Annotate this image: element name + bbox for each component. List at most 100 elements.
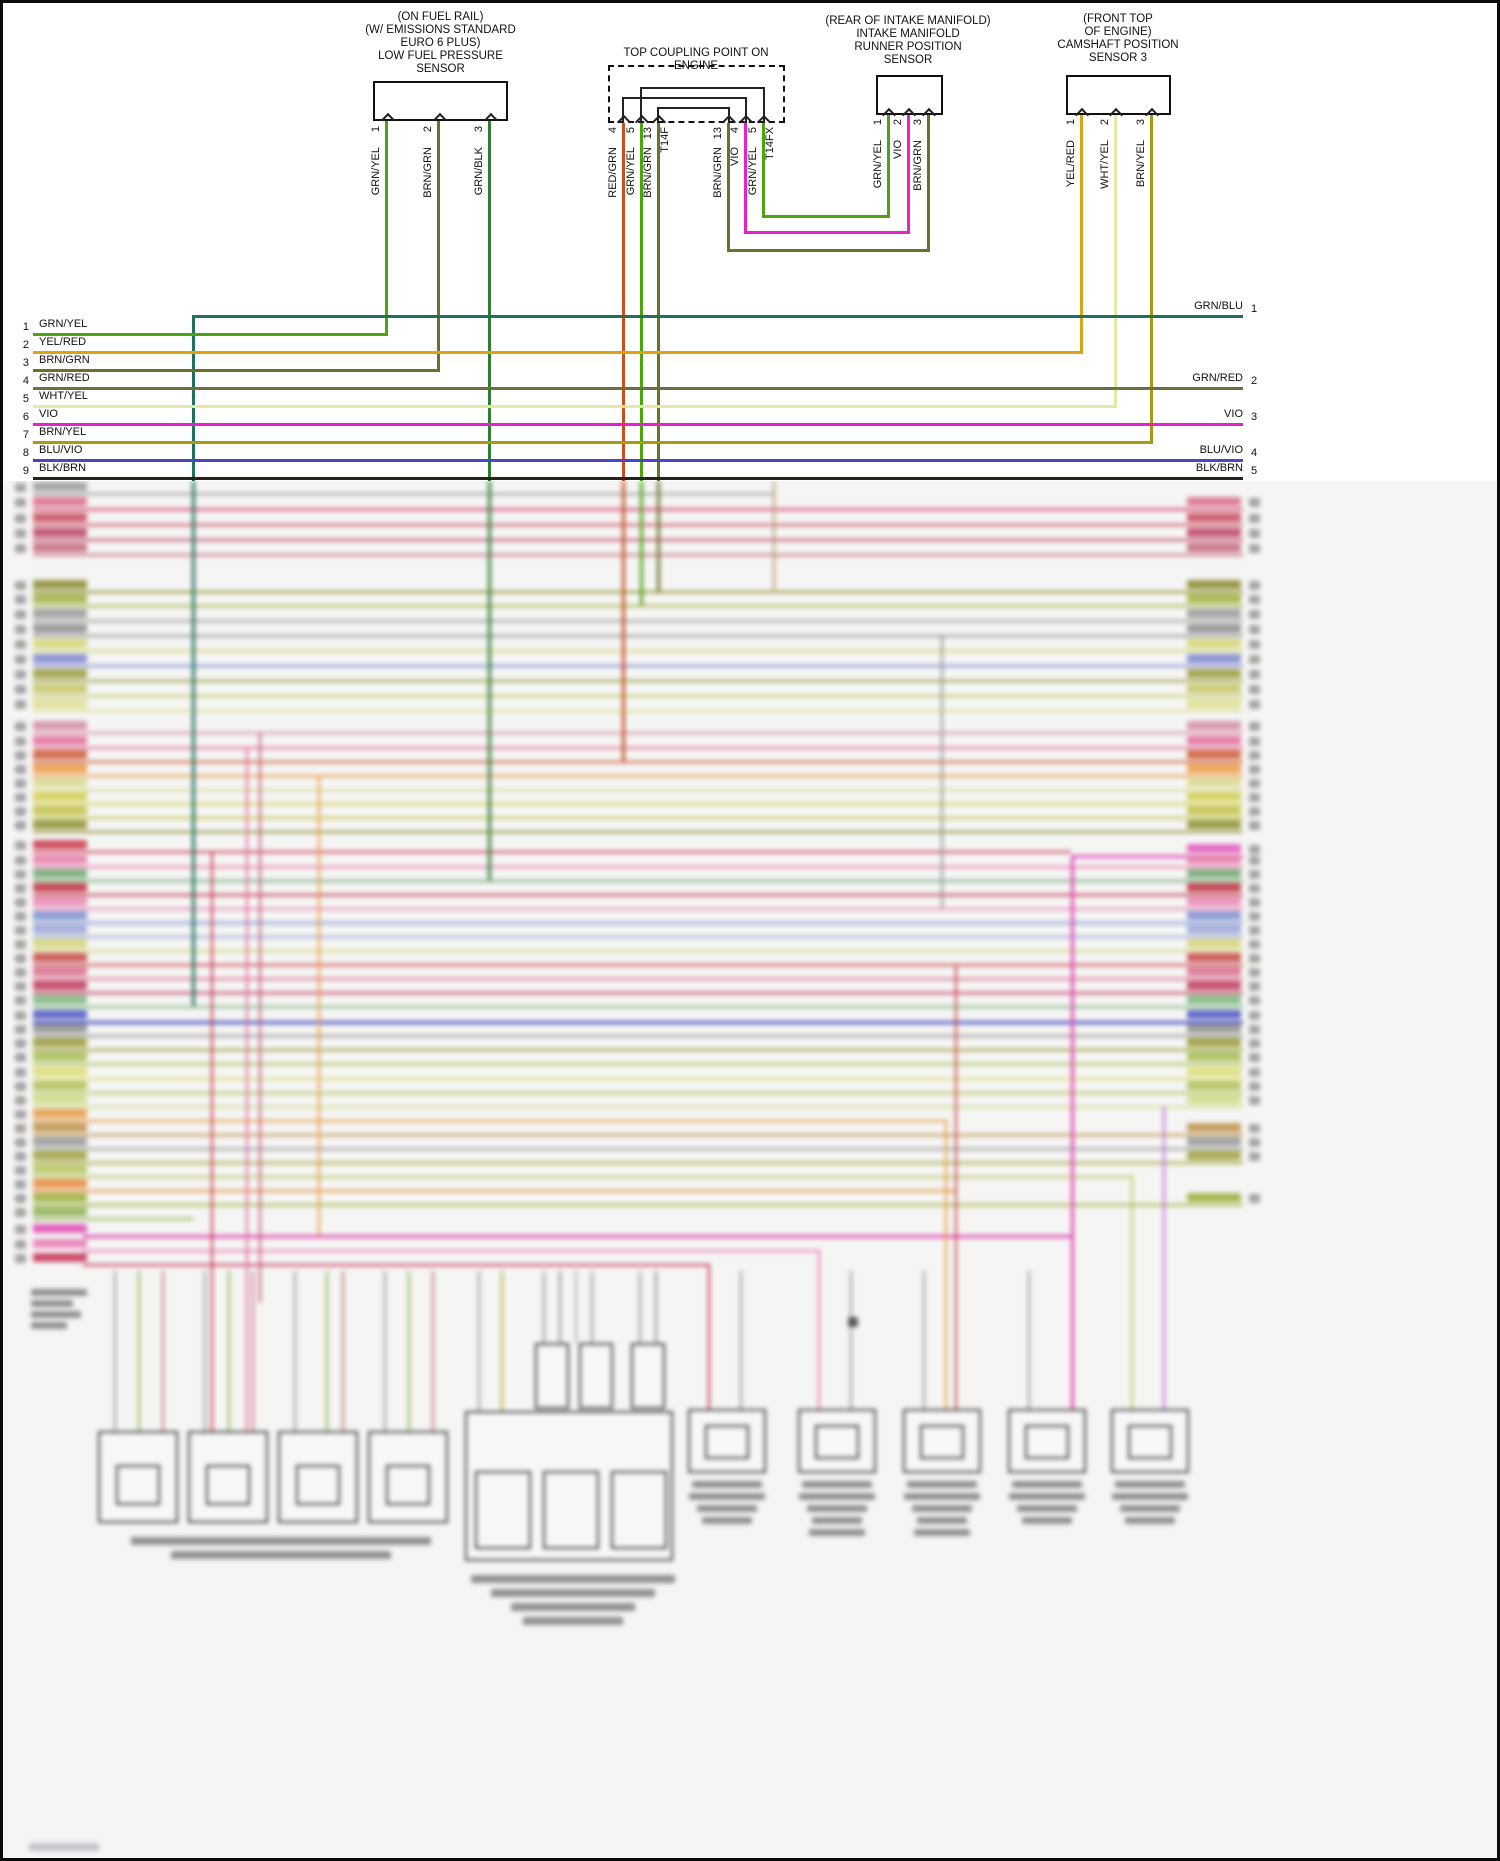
blur-wire-h (33, 1204, 1243, 1206)
blur-component-box (1025, 1425, 1069, 1459)
blur-row-number-left (15, 483, 26, 492)
blur-wire-label-left (33, 1010, 87, 1019)
wire-label: BRN/YEL (1135, 140, 1147, 188)
blur-wire-h (33, 789, 1243, 791)
blur-text-smudge (171, 1551, 391, 1559)
blur-wire-v (114, 1271, 116, 1431)
blur-wire-label-right (1187, 513, 1241, 522)
blur-row-number-right (1249, 779, 1260, 788)
caption-line: (ON FUEL RAIL) (397, 11, 484, 23)
blur-text-smudge (1115, 1481, 1185, 1488)
fuel-pressure-sensor-box (373, 81, 508, 121)
row-brn-grn (33, 369, 440, 372)
pin-number: 4 (729, 127, 741, 134)
blur-wire-h (33, 554, 1243, 556)
blur-wire-v (1131, 1176, 1133, 1409)
blur-wire-v (408, 1271, 410, 1431)
blur-wire-v (246, 747, 248, 1431)
blur-wire-label-left (33, 1123, 87, 1132)
caption-line: SENSOR (883, 54, 933, 66)
blur-row-number-left (15, 1068, 26, 1077)
blur-row-number-right (1249, 821, 1260, 830)
blur-wire-label-left (33, 513, 87, 522)
blur-wire-h (33, 493, 773, 495)
blur-wire-h (33, 1063, 1243, 1065)
blur-wire-label-left (33, 967, 87, 976)
blur-wire-v (384, 1271, 386, 1431)
blur-row-number-left (15, 884, 26, 893)
blur-component-box (116, 1465, 160, 1505)
blur-wire-label-left (33, 939, 87, 948)
wire-brn-grn-vertical (927, 115, 930, 252)
blur-wire-v (318, 775, 320, 1235)
blur-row-number-right (1249, 954, 1260, 963)
blur-wire-label-right (1187, 1024, 1241, 1033)
blur-row-number-left (15, 514, 26, 523)
blur-wire-h (33, 605, 1243, 607)
blur-wire-h (33, 524, 1243, 526)
blur-wire-label-left (33, 721, 87, 730)
blur-text-smudge (914, 1529, 970, 1536)
blur-row-number-left (15, 685, 26, 694)
coupling-bridge-line (640, 87, 765, 89)
blur-wire-label-left (33, 855, 87, 864)
blur-wire-h (33, 1176, 1131, 1178)
blur-wire-h (33, 908, 1243, 910)
row-number: 3 (22, 357, 29, 369)
blur-wire-label-left (33, 594, 87, 603)
wire-label: WHT/YEL (1099, 140, 1111, 189)
caption-line: OF ENGINE) (1084, 26, 1152, 38)
blur-wire-h (33, 1021, 1243, 1024)
wire-brn-grn-vertical (437, 121, 440, 372)
blur-row-number-right (1249, 700, 1260, 709)
blur-wire-v (941, 635, 943, 908)
blur-wire-label-right (1187, 883, 1241, 892)
blur-wire-h (33, 1006, 1243, 1008)
blur-wire-v (655, 1271, 657, 1343)
caption-line: SENSOR 3 (1088, 52, 1148, 64)
blur-wire-v (252, 1271, 254, 1431)
blur-text-smudge (491, 1589, 655, 1597)
blur-row-number-right (1249, 751, 1260, 760)
blur-wire-v (773, 481, 775, 593)
blur-wire-v (955, 964, 957, 1409)
blur-wire-label-left (33, 1151, 87, 1160)
wire-vio-vertical (744, 123, 747, 233)
wire-grn-yel-vertical (887, 115, 890, 218)
blur-wire-label-left (33, 1137, 87, 1146)
blur-wire-v (639, 1271, 641, 1343)
blur-wire-label-left (33, 482, 87, 491)
blur-wire-v (850, 1271, 852, 1409)
blur-row-number-left (15, 779, 26, 788)
row-wire-label: BLK/BRN (1195, 462, 1243, 474)
caption-line: (REAR OF INTAKE MANIFOLD) (825, 15, 991, 27)
blur-wire-label-left (33, 911, 87, 920)
blur-row-number-right (1249, 845, 1260, 854)
blur-row-number-left (15, 581, 26, 590)
wire-grn-yel-link (762, 215, 890, 218)
blur-wire-h (33, 803, 1243, 805)
blur-row-number-left (15, 610, 26, 619)
blur-wire-label-right (1187, 750, 1241, 759)
blur-wire-v (294, 1271, 296, 1431)
blur-wire-label-right (1187, 497, 1241, 506)
blur-text-smudge (917, 1517, 967, 1524)
coupling-bridge-line (657, 107, 730, 109)
blur-wire-h (33, 1134, 1243, 1136)
blur-row-number-right (1249, 625, 1260, 634)
blur-wire-label-right (1187, 844, 1241, 853)
wire-label: GRN/YEL (370, 147, 382, 196)
blur-wire-label-left (33, 1253, 87, 1262)
blur-row-number-right (1249, 912, 1260, 921)
blur-row-number-left (15, 1011, 26, 1020)
blur-row-number-left (15, 700, 26, 709)
caption-line: RUNNER POSITION (854, 41, 962, 53)
blur-text-smudge (907, 1481, 977, 1488)
blur-wire-h (33, 695, 1243, 697)
blur-wire-label-right (1187, 639, 1241, 648)
blur-wire-label-right (1187, 594, 1241, 603)
blur-wire-label-right (1187, 721, 1241, 730)
blur-row-number-left (15, 982, 26, 991)
blur-wire-label-right (1187, 580, 1241, 589)
blur-component-box (475, 1471, 531, 1549)
